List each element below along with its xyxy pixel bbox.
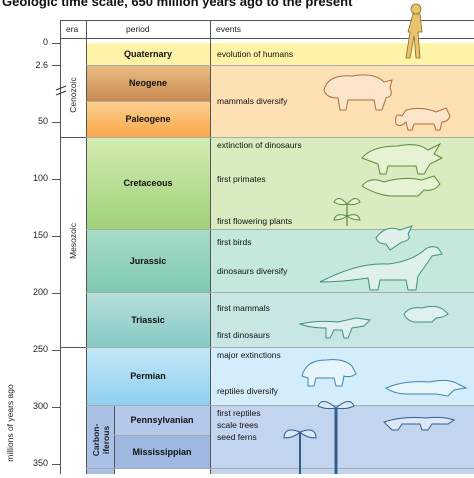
event-mammals-diversify: mammals diversify bbox=[217, 96, 288, 106]
period-quaternary: Quaternary bbox=[123, 49, 173, 59]
tick-2-6: 2.6 bbox=[35, 60, 48, 70]
band-mississippian-period bbox=[114, 435, 210, 468]
period-line-9 bbox=[86, 468, 474, 469]
band-neogene bbox=[86, 65, 210, 101]
tick-0: 0 bbox=[42, 37, 48, 47]
sauropod-icon bbox=[319, 246, 443, 291]
tick-mark-350 bbox=[52, 464, 60, 465]
era-boundary-cenozoic bbox=[60, 137, 86, 138]
primate-icon bbox=[361, 175, 441, 197]
header-bottom-line bbox=[60, 38, 474, 39]
event-major-extinctions: major extinctions bbox=[217, 350, 281, 360]
era-divider bbox=[86, 20, 87, 474]
event-first-reptiles: first reptiles bbox=[217, 408, 261, 418]
era-carboniferous: Carbon- iferous bbox=[91, 423, 111, 457]
period-line-1 bbox=[86, 65, 474, 66]
era-mesozoic: Mesozoic bbox=[68, 223, 78, 259]
rhino-icon bbox=[323, 74, 393, 111]
event-dinosaurs-diversify: dinosaurs diversify bbox=[217, 266, 288, 276]
tick-150: 150 bbox=[32, 230, 48, 240]
band-carboniferous-era bbox=[86, 405, 114, 474]
tick-300: 300 bbox=[32, 401, 48, 411]
band-triassic-period bbox=[86, 292, 210, 347]
period-line-7 bbox=[86, 405, 474, 406]
tick-350: 350 bbox=[32, 458, 48, 468]
period-pennsylvanian: Pennsylvanian bbox=[130, 415, 194, 425]
event-first-dinosaurs: first dinosaurs bbox=[217, 330, 270, 340]
band-permian-period bbox=[86, 347, 210, 405]
era-header: era bbox=[66, 24, 79, 34]
era-cenozoic: Cenozoic bbox=[68, 77, 78, 113]
lizard-icon bbox=[383, 416, 456, 431]
period-line-5 bbox=[86, 292, 474, 293]
band-jurassic-period bbox=[86, 229, 210, 292]
period-triassic: Triassic bbox=[131, 314, 165, 325]
carboniferous-divider bbox=[114, 405, 115, 474]
event-first-birds: first birds bbox=[217, 237, 252, 247]
period-cretaceous: Cretaceous bbox=[123, 178, 173, 188]
reptile-icon bbox=[385, 379, 468, 397]
axis-line bbox=[60, 20, 61, 474]
scale-tree-icon bbox=[317, 401, 355, 474]
period-permian: Permian bbox=[130, 371, 166, 381]
tick-mark-2-6 bbox=[52, 65, 60, 66]
period-neogene: Neogene bbox=[128, 78, 167, 88]
dimetrodon-icon bbox=[301, 359, 357, 387]
band-paleogene bbox=[86, 101, 210, 137]
era-boundary-mesozoic bbox=[60, 347, 86, 348]
period-divider bbox=[210, 20, 211, 474]
triceratops-icon bbox=[361, 142, 444, 175]
theropod-icon bbox=[298, 317, 372, 339]
band-carboniferous-events bbox=[210, 405, 474, 474]
period-line-3 bbox=[86, 137, 474, 138]
events-header: events bbox=[216, 24, 242, 34]
tick-mark-100 bbox=[52, 179, 60, 180]
page-title: Geologic time scale, 650 million years a… bbox=[2, 0, 353, 9]
mammal-icon bbox=[403, 305, 449, 323]
tick-mark-250 bbox=[52, 350, 60, 351]
axis-label: millions of years ago bbox=[5, 384, 15, 462]
event-extinction-dinosaurs: extinction of dinosaurs bbox=[217, 140, 302, 150]
period-line-4 bbox=[86, 229, 474, 230]
bird-icon bbox=[375, 225, 413, 251]
band-quaternary bbox=[86, 43, 474, 65]
event-first-mammals: first mammals bbox=[217, 303, 270, 313]
band-pennsylvanian-period bbox=[114, 405, 210, 435]
period-jurassic: Jurassic bbox=[129, 255, 167, 266]
period-mississippian: Mississippian bbox=[132, 446, 192, 457]
period-paleogene: Paleogene bbox=[125, 114, 171, 124]
event-reptiles-diversify: reptiles diversify bbox=[217, 386, 278, 396]
tick-mark-0 bbox=[52, 43, 60, 44]
tick-mark-150 bbox=[52, 236, 60, 237]
seed-fern-icon bbox=[283, 429, 317, 474]
tick-50: 50 bbox=[37, 116, 48, 126]
event-scale-trees: scale trees bbox=[217, 420, 259, 430]
cat-icon bbox=[395, 107, 451, 131]
flower-icon bbox=[333, 198, 361, 226]
tick-mark-50 bbox=[52, 122, 60, 123]
tick-250: 250 bbox=[32, 344, 48, 354]
tick-mark-200 bbox=[52, 293, 60, 294]
header-top-line bbox=[60, 20, 474, 21]
human-icon bbox=[405, 3, 423, 59]
event-humans: evolution of humans bbox=[217, 49, 294, 59]
period-line-2 bbox=[86, 101, 210, 102]
event-seed-ferns: seed ferns bbox=[217, 432, 257, 442]
tick-mark-300 bbox=[52, 407, 60, 408]
event-first-flowering-plants: first flowering plants bbox=[217, 216, 293, 226]
tick-100: 100 bbox=[32, 173, 48, 183]
period-header: period bbox=[126, 24, 150, 34]
event-first-primates: first primates bbox=[217, 174, 266, 184]
period-line-6 bbox=[86, 347, 474, 348]
period-line-8 bbox=[114, 435, 210, 436]
tick-200: 200 bbox=[32, 287, 48, 297]
axis-break-icon bbox=[55, 85, 67, 96]
band-cretaceous-period bbox=[86, 137, 210, 229]
